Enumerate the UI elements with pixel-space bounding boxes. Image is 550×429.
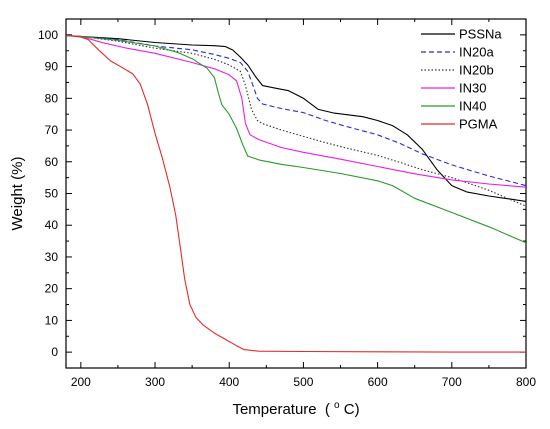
x-tick-label: 700 <box>442 375 462 389</box>
legend-label-in30: IN30 <box>459 81 486 96</box>
y-tick-label: 70 <box>45 123 59 137</box>
plot-frame <box>65 18 527 369</box>
y-tick-label: 50 <box>45 187 59 201</box>
x-axis-title-main: Temperature <box>232 401 316 418</box>
data-series <box>65 34 527 353</box>
y-tick-label: 60 <box>45 155 59 169</box>
x-tick-label: 600 <box>368 375 388 389</box>
series-line-in30 <box>65 34 527 188</box>
y-tick-label: 40 <box>45 218 59 232</box>
x-tick-label: 800 <box>516 375 536 389</box>
x-axis-title-degree: o <box>334 400 340 411</box>
x-axis-title: Temperature ( o C) <box>232 395 359 418</box>
series-line-in20a <box>65 34 527 187</box>
y-tick-label: 100 <box>38 28 58 42</box>
legend-label-in40: IN40 <box>459 99 486 114</box>
series-line-pssna <box>65 34 527 202</box>
x-axis-title-unit-close: C) <box>344 401 360 418</box>
x-tick-label: 200 <box>71 375 91 389</box>
series-line-in40 <box>65 34 527 244</box>
x-tick-label: 300 <box>145 375 165 389</box>
series-line-pgma <box>65 34 526 353</box>
axis-tick-labels: 200 300 400 500 600 700 800 0 10 20 30 40 50 60 70 80 90… <box>38 28 536 389</box>
legend-label-in20a: IN20a <box>459 45 494 60</box>
legend: PSSNa IN20a IN20b IN30 IN40 PGMA <box>421 27 502 132</box>
y-tick-label: 10 <box>45 313 59 327</box>
legend-label-pgma: PGMA <box>459 117 498 132</box>
axis-ticks <box>66 18 527 369</box>
y-tick-label: 20 <box>45 282 59 296</box>
y-tick-label: 80 <box>45 91 59 105</box>
legend-label-pssna: PSSNa <box>459 27 502 42</box>
y-tick-label: 0 <box>51 345 58 359</box>
y-axis-title: Weight (%) <box>9 157 26 231</box>
y-tick-label: 30 <box>45 250 59 264</box>
legend-label-in20b: IN20b <box>459 63 494 78</box>
x-tick-label: 500 <box>293 375 313 389</box>
x-tick-label: 400 <box>219 375 239 389</box>
x-axis-title-unit-open: ( <box>325 401 330 418</box>
y-tick-label: 90 <box>45 60 59 74</box>
